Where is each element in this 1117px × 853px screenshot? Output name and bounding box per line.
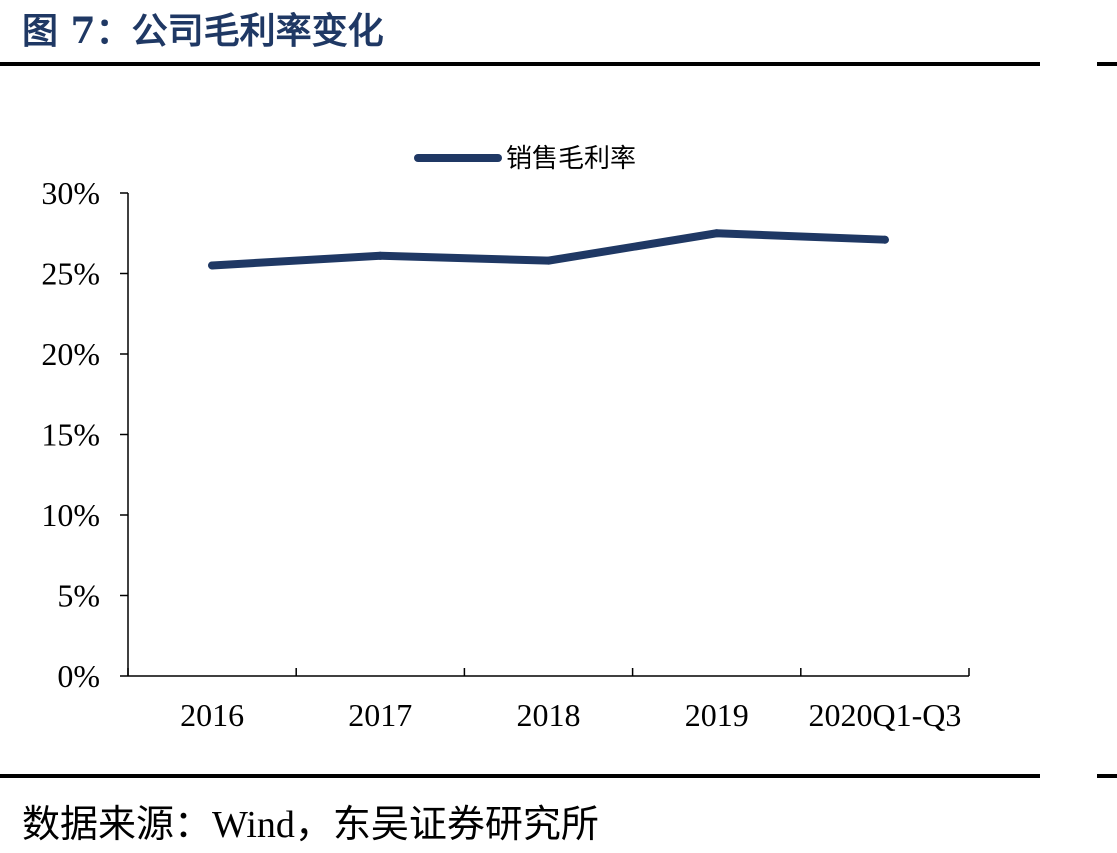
bottom-rule-right	[1097, 774, 1117, 778]
data-point	[880, 235, 889, 244]
top-rule	[0, 62, 1040, 66]
y-tick-label: 15%	[41, 417, 100, 453]
y-tick-label: 5%	[57, 578, 100, 614]
y-tick-label: 30%	[41, 175, 100, 211]
y-tick-label: 25%	[41, 256, 100, 292]
x-tick-label: 2017	[348, 697, 412, 733]
x-tick-label: 2019	[685, 697, 749, 733]
data-point	[712, 229, 721, 238]
y-tick-label: 10%	[41, 497, 100, 533]
data-point	[376, 251, 385, 260]
series-group	[208, 229, 889, 270]
source-note: 数据来源：Wind，东吴证券研究所	[22, 804, 599, 846]
top-rule-right	[1097, 62, 1117, 66]
data-point	[544, 256, 553, 265]
y-tick-label: 20%	[41, 336, 100, 372]
bottom-rule	[0, 774, 1040, 778]
x-tick-label: 2020Q1-Q3	[808, 697, 961, 733]
data-point	[208, 261, 217, 270]
legend-label: 销售毛利率	[506, 144, 636, 174]
x-tick-label: 2016	[180, 697, 244, 733]
y-tick-label: 0%	[57, 658, 100, 694]
x-tick-label: 2018	[517, 697, 581, 733]
x-axis: 2016 2017 2018 2019 2020Q1-Q3	[127, 668, 970, 733]
y-axis: 0% 5% 10% 15% 20% 25% 30%	[41, 175, 129, 694]
figure-title: 图 7：公司毛利率变化	[22, 10, 384, 52]
legend: 销售毛利率	[414, 144, 636, 174]
